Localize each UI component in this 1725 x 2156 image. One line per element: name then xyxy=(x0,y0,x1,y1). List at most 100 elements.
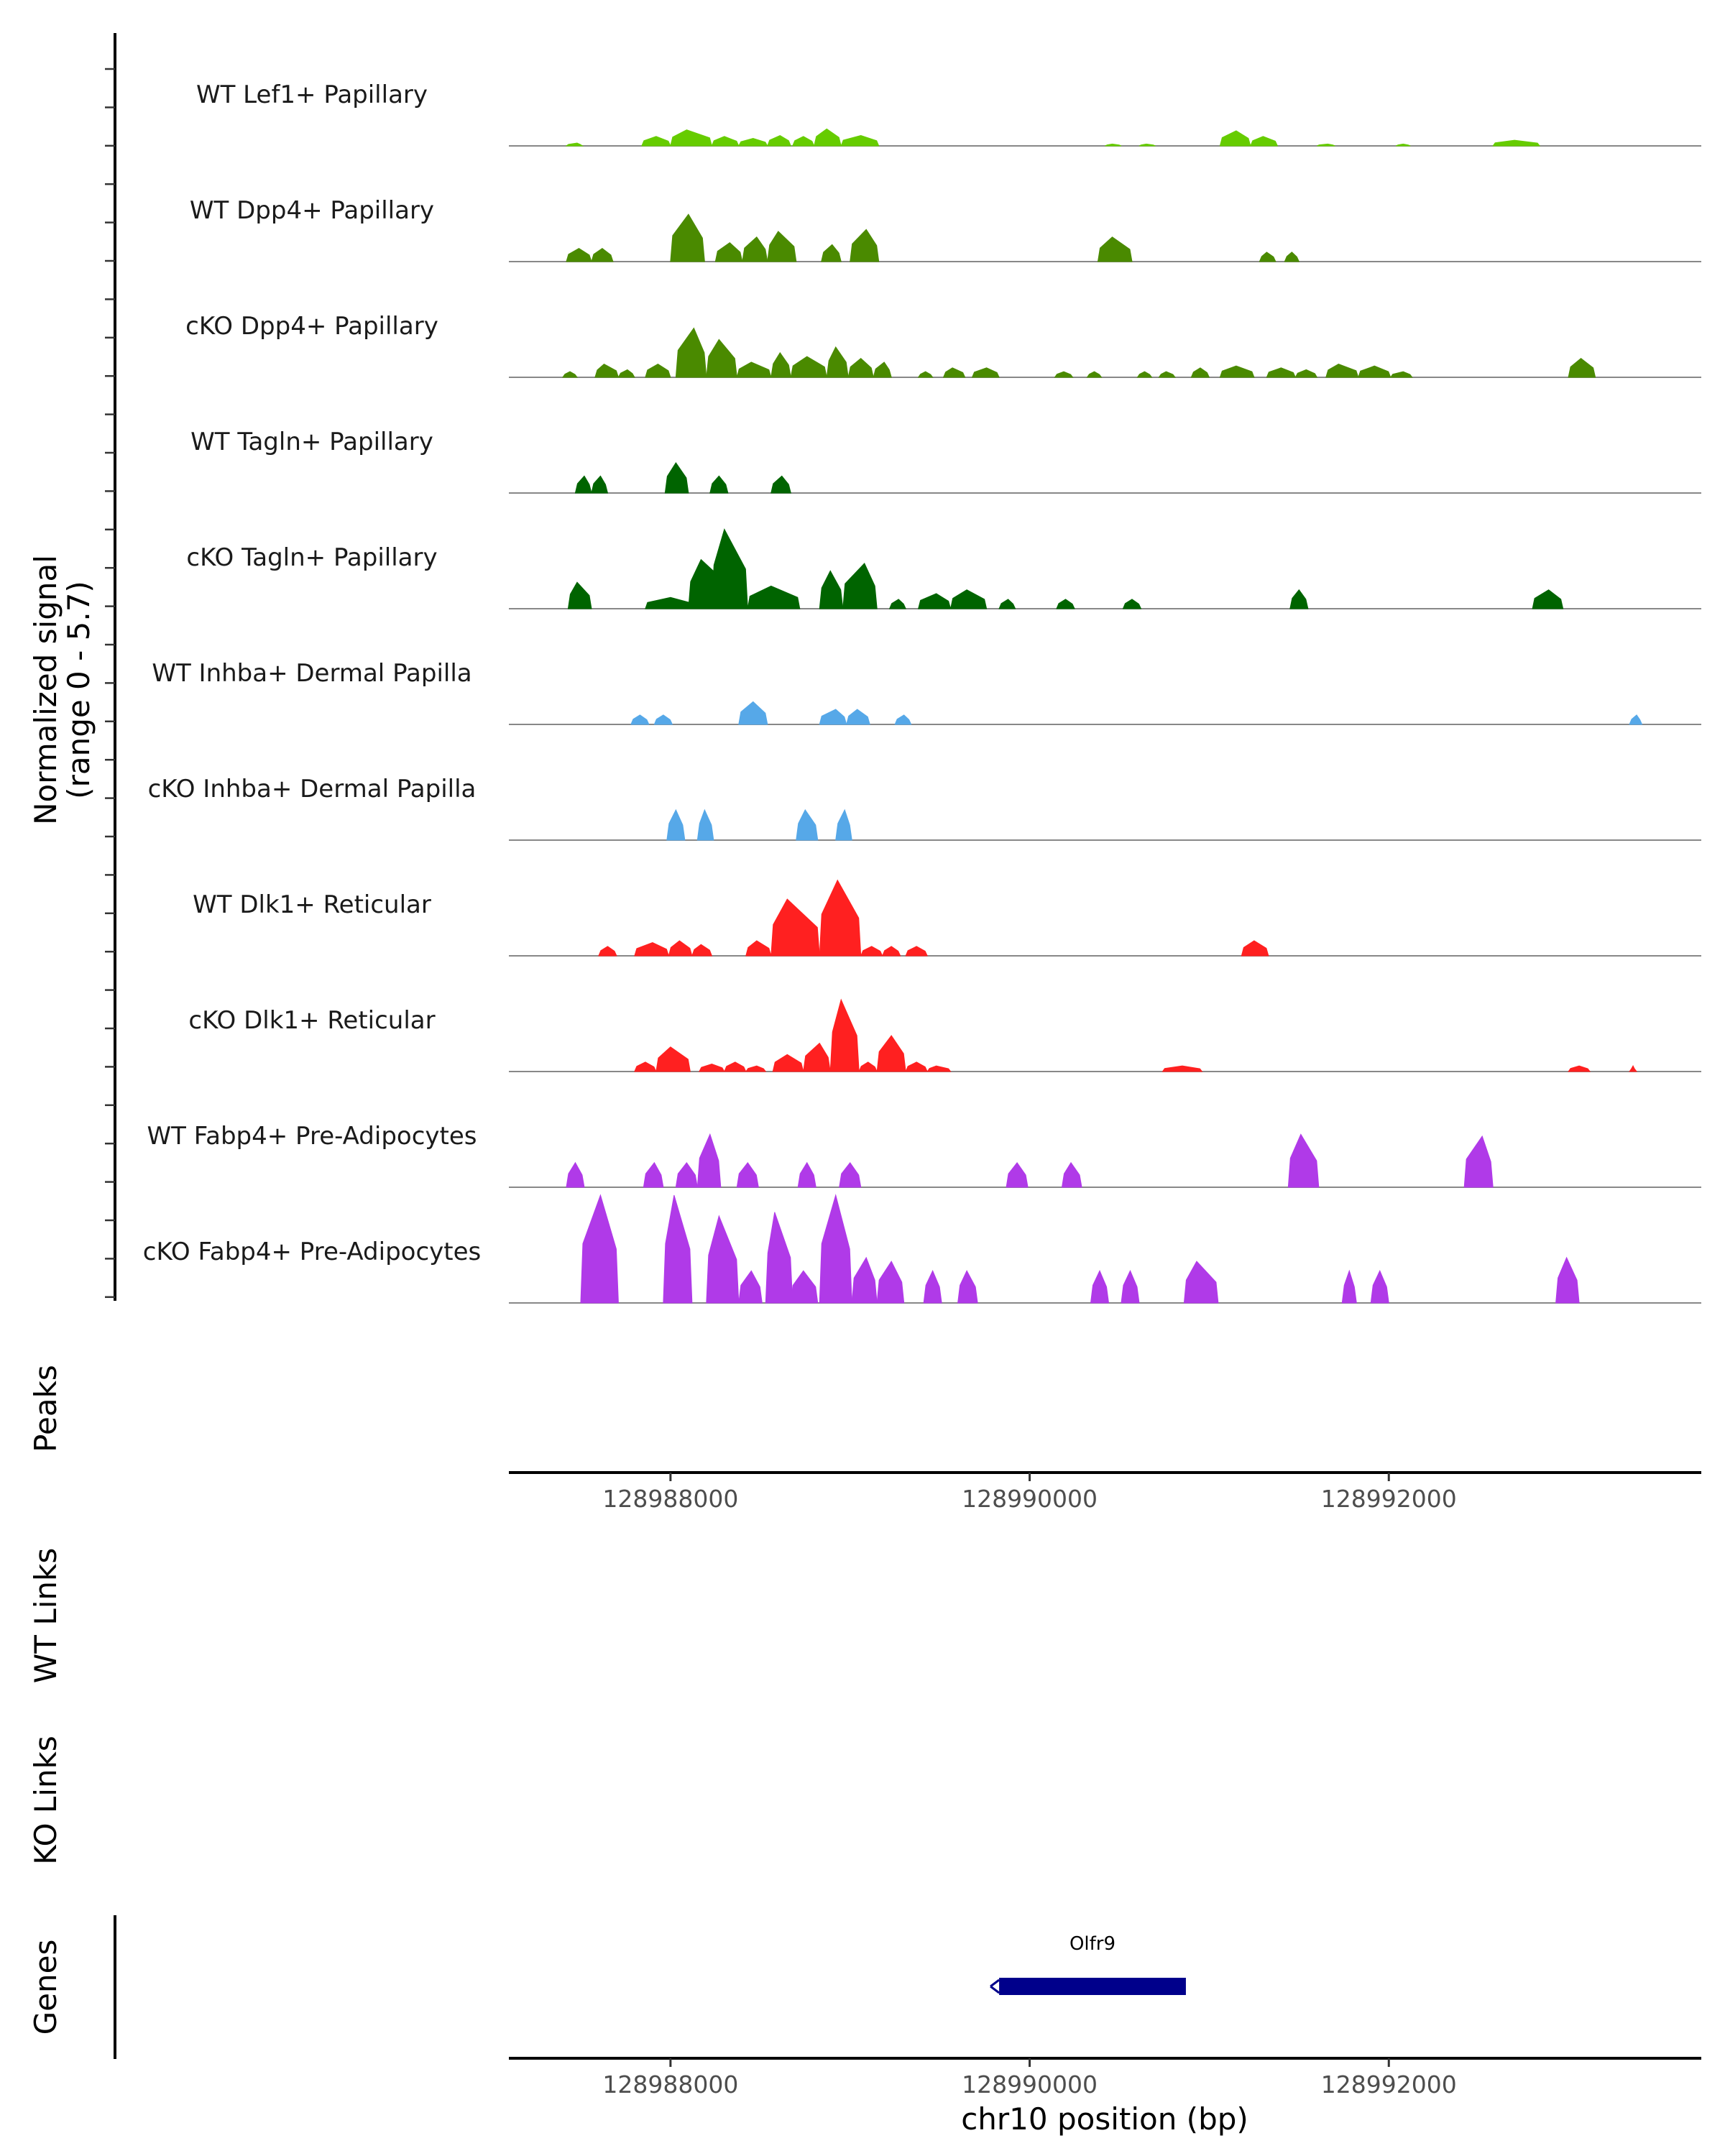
signal-peak xyxy=(1105,143,1122,147)
signal-peak xyxy=(998,599,1016,609)
signal-peak xyxy=(742,236,768,262)
track: WT Dpp4+ Papillary xyxy=(190,196,1701,262)
x-tick-label: 128992000 xyxy=(1321,2070,1457,2099)
signal-peak xyxy=(1090,1270,1110,1304)
signal-peak xyxy=(565,142,584,147)
track-label: cKO Fabp4+ Pre-Adipocytes xyxy=(143,1238,482,1266)
signal-peak xyxy=(1294,369,1318,378)
track-label: cKO Dlk1+ Reticular xyxy=(188,1006,435,1035)
signal-peak xyxy=(591,475,609,494)
signal-peak xyxy=(917,371,934,378)
track-label: cKO Inhba+ Dermal Papilla xyxy=(148,775,477,803)
signal-peak xyxy=(1138,143,1156,147)
signal-peak xyxy=(835,808,852,841)
signal-peak xyxy=(957,1270,978,1304)
signal-peak xyxy=(1183,1261,1219,1304)
signal-peak xyxy=(881,946,901,957)
track: WT Inhba+ Dermal Papilla xyxy=(152,659,1701,725)
signal-peak xyxy=(803,1042,831,1072)
signal-peak xyxy=(1122,599,1142,609)
signal-peak xyxy=(737,137,768,147)
signal-peak xyxy=(664,461,689,494)
signal-peak xyxy=(847,358,874,378)
signal-peak xyxy=(819,1194,852,1304)
signal-peak xyxy=(634,942,670,957)
signal-peak xyxy=(706,338,737,378)
signal-peak xyxy=(894,714,912,725)
signal-peak xyxy=(738,701,768,725)
signal-peak xyxy=(653,714,673,725)
signal-peak xyxy=(1629,714,1643,725)
signal-peak xyxy=(1162,1065,1203,1072)
signal-peak xyxy=(696,808,714,841)
track-label: WT Inhba+ Dermal Papilla xyxy=(152,659,472,688)
signal-peak xyxy=(641,136,671,147)
signal-peak xyxy=(645,363,671,378)
track-label: WT Fabp4+ Pre-Adipocytes xyxy=(147,1122,477,1151)
signal-peak xyxy=(643,1161,664,1188)
signal-peak xyxy=(745,1065,767,1072)
x-tick-label: 128988000 xyxy=(602,2070,738,2099)
signal-peak xyxy=(738,1270,763,1304)
signal-peak xyxy=(888,599,906,609)
signal-peak xyxy=(580,1194,619,1304)
genes-x-ticks: 128988000 128990000 128992000 xyxy=(602,2058,1457,2099)
signal-peak xyxy=(566,1161,585,1188)
signal-peak xyxy=(842,562,878,609)
signal-peak xyxy=(790,1270,819,1304)
signal-peak xyxy=(562,371,578,378)
signal-peak xyxy=(1219,130,1251,147)
signal-peak xyxy=(675,327,707,378)
signal-peak xyxy=(819,879,862,957)
signal-peak xyxy=(797,1161,816,1188)
signal-peak xyxy=(1463,1135,1494,1188)
signal-peak xyxy=(819,709,847,725)
signal-peak xyxy=(1006,1161,1029,1188)
x-tick-label: 128990000 xyxy=(962,1485,1098,1513)
gene-label: Olfr9 xyxy=(1070,1933,1116,1955)
signal-peak xyxy=(574,475,592,494)
signal-peak xyxy=(905,946,928,957)
signal-peak xyxy=(591,247,614,262)
signal-peak xyxy=(942,367,966,378)
signal-peak xyxy=(950,589,988,609)
signal-peak xyxy=(630,714,650,725)
signal-peak xyxy=(736,1161,759,1188)
signal-peak xyxy=(745,940,772,957)
signal-peak xyxy=(873,361,892,378)
signal-peak xyxy=(1219,365,1255,378)
signal-peak xyxy=(666,808,686,841)
signal-peak xyxy=(876,1035,906,1072)
signal-peak xyxy=(1097,236,1133,262)
signal-peak xyxy=(876,1261,905,1304)
signal-peak xyxy=(765,1212,794,1304)
signal-peak xyxy=(724,1061,747,1072)
signal-peak xyxy=(1054,371,1074,378)
track: WT Lef1+ Papillary xyxy=(196,80,1701,147)
gene-strand-mark xyxy=(990,1985,1000,1994)
signal-peak xyxy=(670,129,712,147)
signal-peak xyxy=(1136,371,1153,378)
signal-peak xyxy=(860,946,883,957)
signal-peak xyxy=(1492,139,1541,147)
signal-peak xyxy=(905,1061,928,1072)
track: cKO Tagln+ Papillary xyxy=(186,528,1701,609)
signal-peak xyxy=(711,528,748,609)
signal-peak xyxy=(567,581,592,609)
signal-peak xyxy=(675,1161,698,1188)
signal-peak xyxy=(850,229,880,262)
track: cKO Dpp4+ Papillary xyxy=(185,312,1701,378)
signal-peak xyxy=(691,944,713,957)
signal-peak xyxy=(1389,371,1413,378)
track-label: WT Dpp4+ Papillary xyxy=(190,196,434,225)
signal-peak xyxy=(772,1054,804,1072)
signal-peak xyxy=(796,808,819,841)
signal-peak xyxy=(709,475,729,494)
signal-peak xyxy=(926,1065,952,1072)
x-tick-label: 128992000 xyxy=(1321,1485,1457,1513)
genes-panel-label: Genes xyxy=(28,1940,63,2035)
signal-peak xyxy=(1086,371,1103,378)
signal-peak xyxy=(851,1256,878,1304)
signal-peak xyxy=(846,709,870,725)
